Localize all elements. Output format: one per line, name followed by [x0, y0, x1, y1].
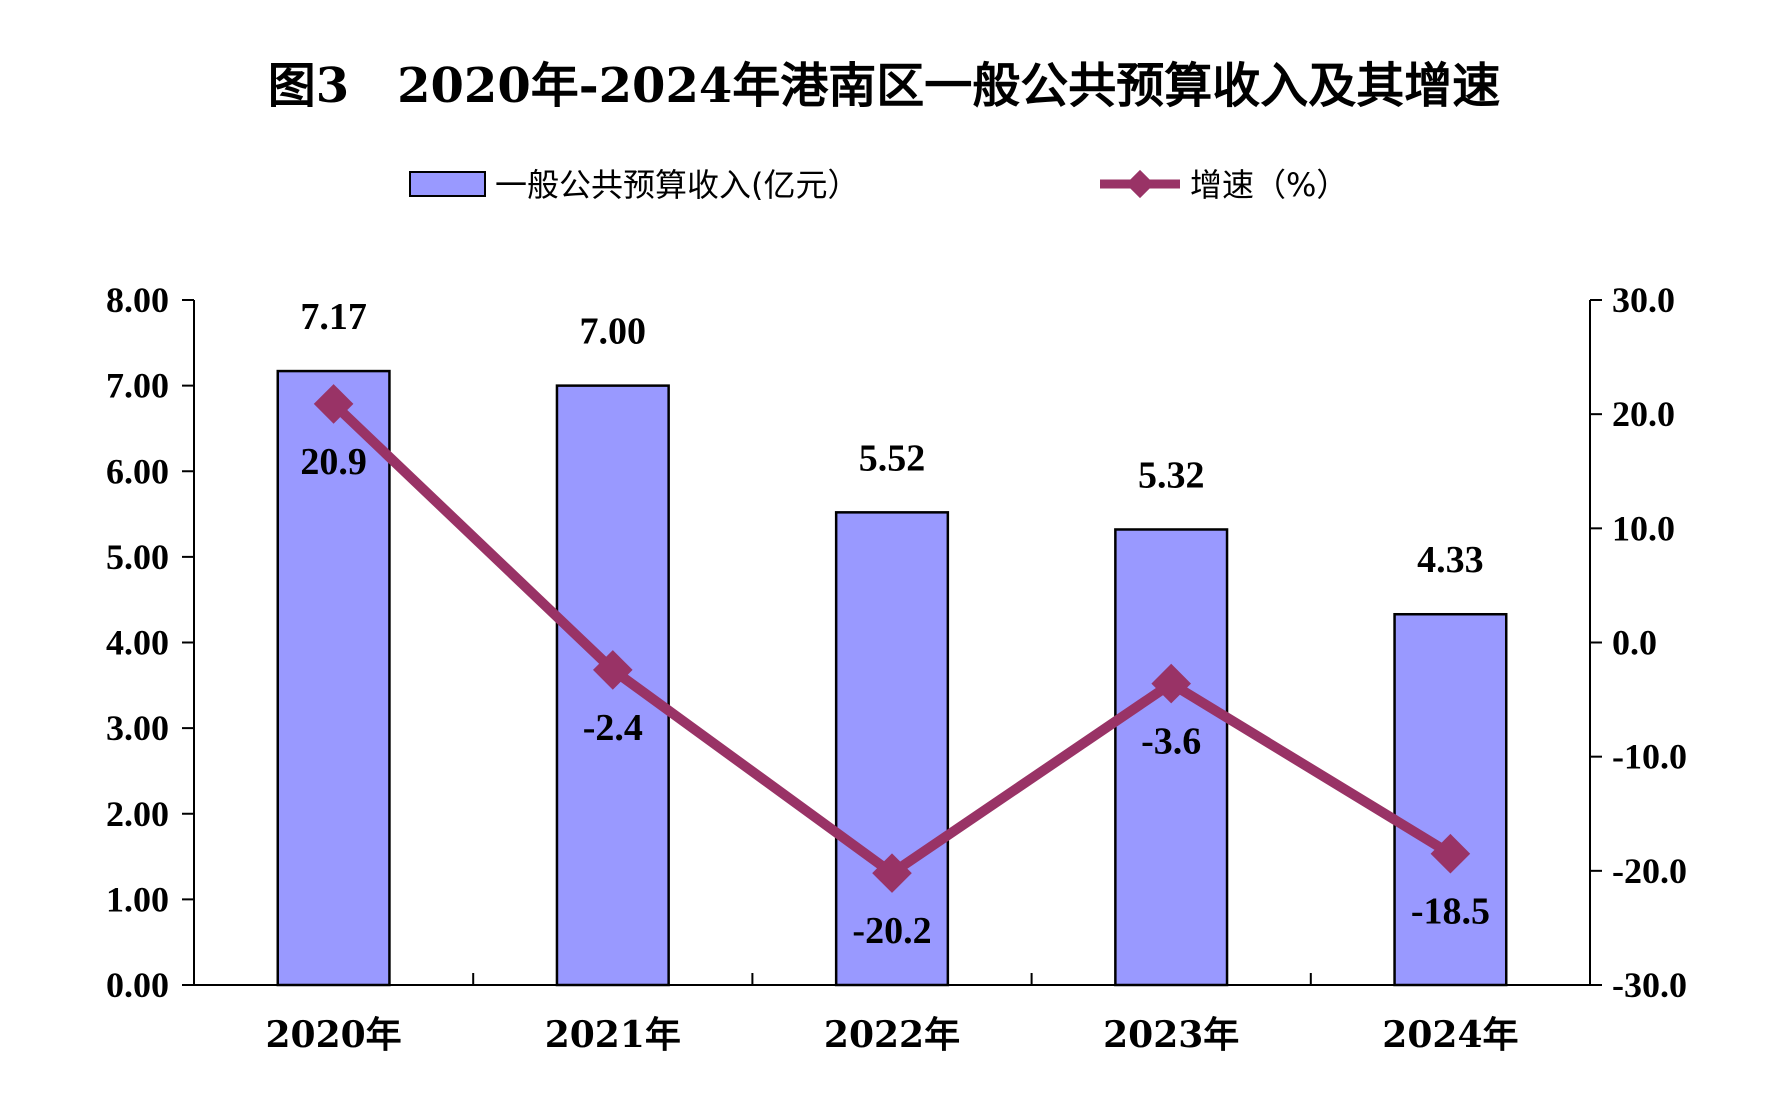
left-axis-tick-label: 2.00 — [106, 794, 169, 834]
growth-marker — [872, 853, 912, 893]
x-axis-category-label: 2023年 — [1103, 1014, 1239, 1056]
growth-value-label: -18.5 — [1411, 891, 1490, 933]
x-axis-category-label: 2024年 — [1382, 1014, 1518, 1056]
left-axis-tick-label: 6.00 — [106, 451, 169, 491]
left-axis-tick-label: 0.00 — [106, 965, 169, 1005]
legend-label-bar: 一般公共预算收入(亿元） — [495, 166, 860, 204]
growth-value-label: -2.4 — [583, 707, 643, 749]
chart-title: 图3 2020年-2024年港南区一般公共预算收入及其增速 — [268, 58, 1501, 114]
bar-value-label: 7.00 — [580, 311, 647, 353]
left-axis-tick-label: 8.00 — [106, 280, 169, 320]
legend: 一般公共预算收入(亿元） 增速（%） — [409, 166, 1348, 204]
left-axis-tick-label: 4.00 — [106, 623, 169, 663]
bar — [1114, 528, 1229, 987]
growth-marker — [1430, 833, 1471, 874]
x-axis-category-label: 2021年 — [545, 1014, 681, 1056]
x-axis-category-label: 2022年 — [824, 1014, 960, 1056]
right-axis-tick-label: -10.0 — [1612, 737, 1687, 777]
growth-marker — [313, 384, 354, 424]
growth-value-label: -3.6 — [1141, 721, 1201, 763]
right-axis-tick-label: 20.0 — [1612, 394, 1675, 434]
left-axis-tick-label: 3.00 — [106, 708, 169, 748]
right-axis-tick-label: -20.0 — [1612, 851, 1687, 891]
bar-value-label: 5.52 — [859, 437, 926, 479]
growth-marker — [1151, 663, 1191, 704]
left-axis-tick-label: 5.00 — [106, 537, 169, 577]
right-axis: -30.0 -20.0 -10.0 0.0 10.0 20.0 30.0 — [1589, 280, 1687, 1005]
left-axis-tick-label: 7.00 — [106, 366, 169, 406]
bar — [1393, 612, 1508, 987]
right-axis-tick-label: 10.0 — [1612, 508, 1675, 548]
bar-value-label: 4.33 — [1417, 539, 1484, 581]
x-axis: 2020年 2021年 2022年 2023年 2024年 — [194, 973, 1590, 1056]
left-axis: 0.00 1.00 2.00 3.00 4.00 5.00 6.00 7.00 8.00 — [106, 280, 195, 1005]
bar — [834, 511, 950, 987]
data-labels: 7.17 7.00 5.52 5.32 4.33 20.9 -2.4 -20.2 -3.6 -18… — [300, 296, 1490, 952]
legend-swatch-bar — [409, 171, 486, 197]
growth-value-label: -20.2 — [852, 910, 931, 952]
right-axis-tick-label: 0.0 — [1612, 623, 1657, 663]
growth-marker — [593, 650, 633, 690]
bar-value-label: 5.32 — [1138, 454, 1205, 496]
right-axis-tick-label: -30.0 — [1612, 965, 1687, 1005]
right-axis-tick-label: 30.0 — [1612, 280, 1675, 320]
bar — [276, 369, 391, 987]
bar-value-label: 7.17 — [300, 296, 367, 338]
growth-value-label: 20.9 — [300, 441, 367, 483]
x-axis-category-label: 2020年 — [265, 1014, 401, 1056]
legend-label-line: 增速（%） — [1190, 166, 1348, 204]
left-axis-tick-label: 1.00 — [106, 879, 169, 919]
growth-line — [313, 384, 1471, 893]
legend-swatch-marker — [1125, 169, 1155, 199]
